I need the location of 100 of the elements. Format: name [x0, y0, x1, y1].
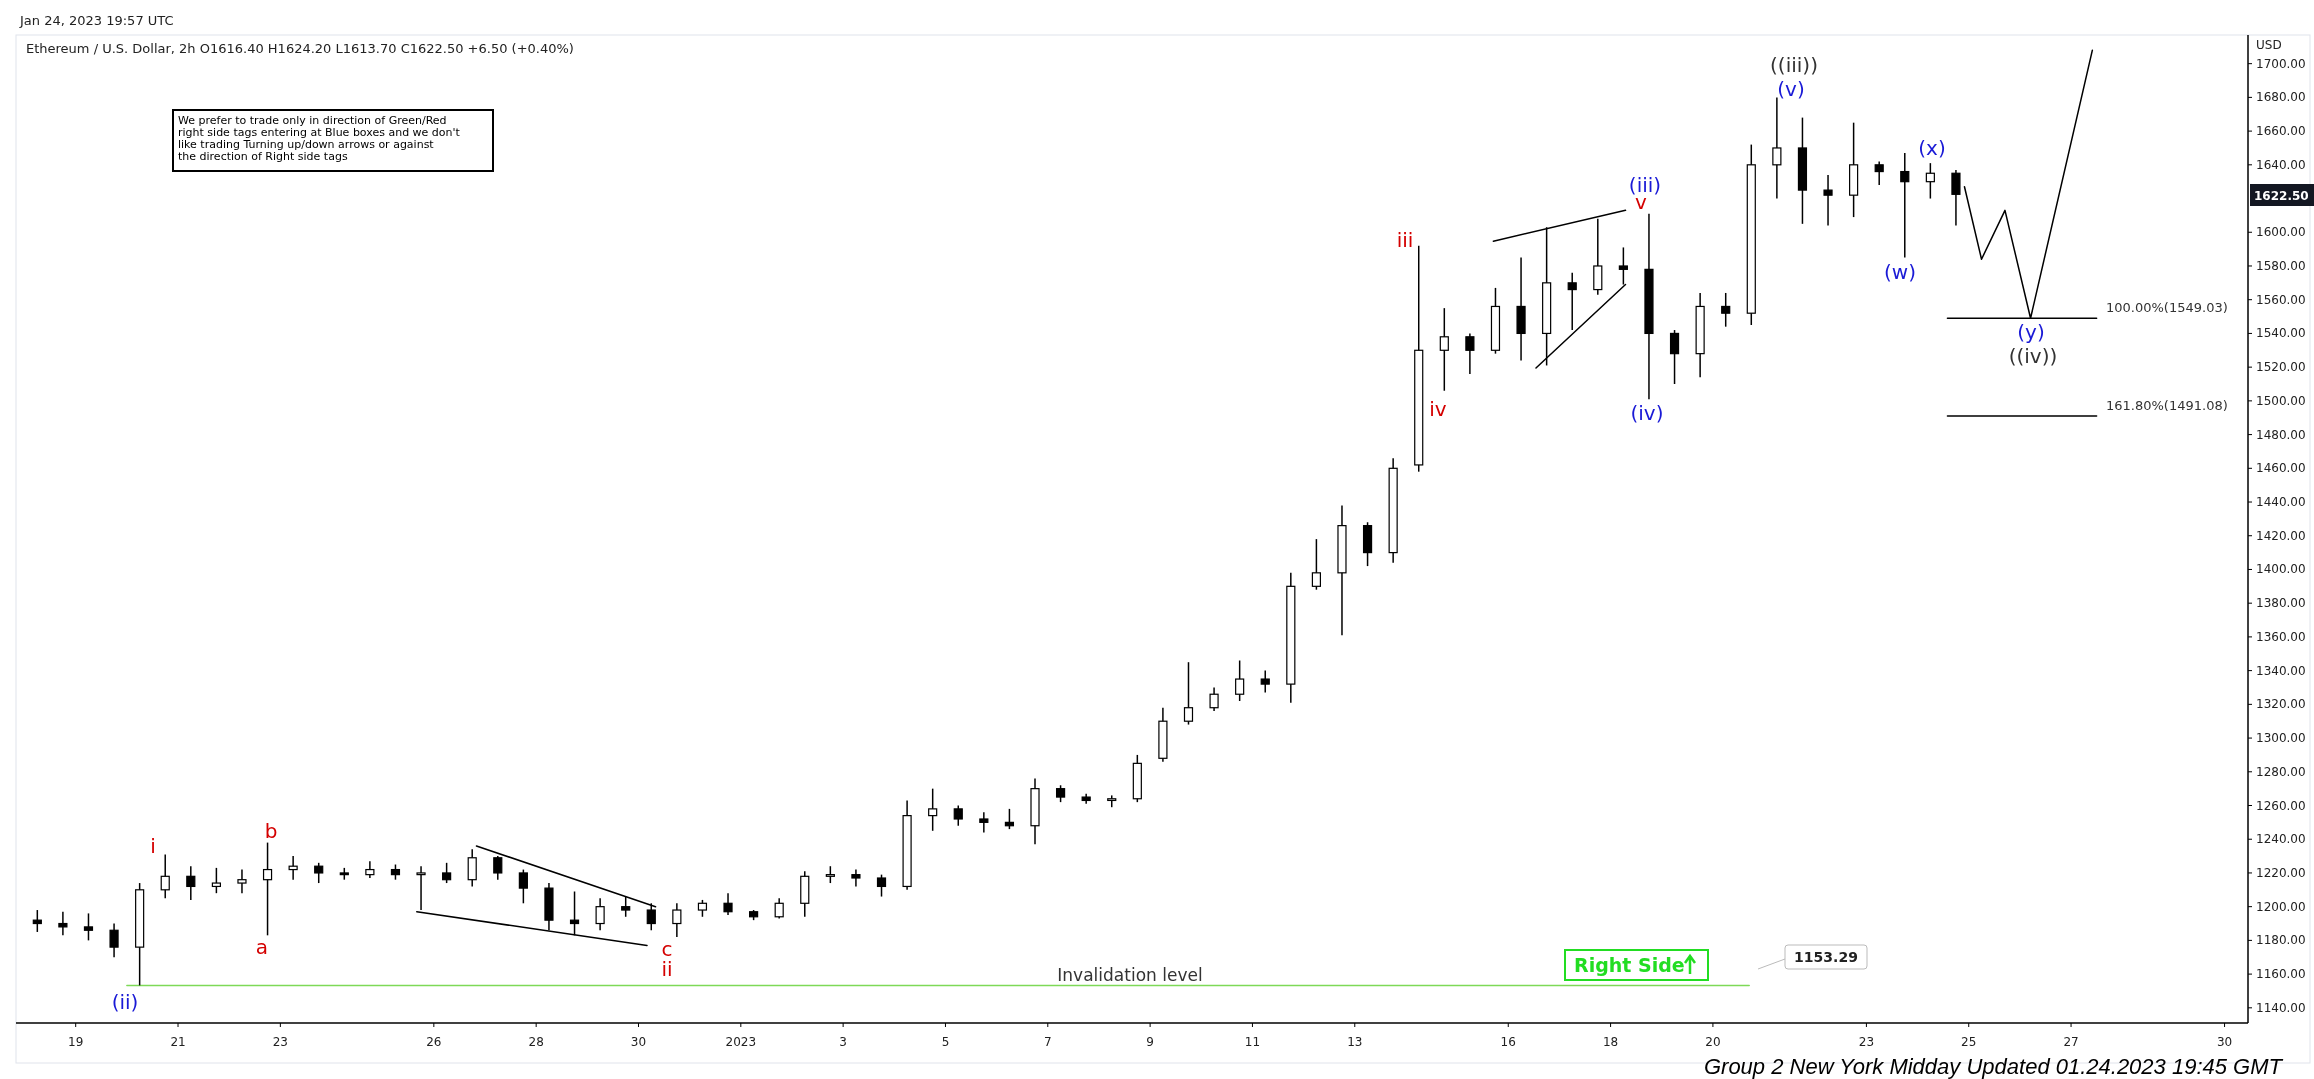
x-tick-label: 16: [1500, 1035, 1516, 1049]
candlestick: [1260, 669, 1270, 694]
annotation: Invalidation level: [1057, 965, 1203, 985]
y-tick-label: 1440.00: [2256, 495, 2306, 510]
candlestick: [1183, 661, 1194, 726]
x-tick-label: 5: [941, 1035, 950, 1049]
annotation: i: [150, 834, 156, 858]
y-tick-label: 1420.00: [2256, 528, 2306, 543]
y-tick-label: 1320.00: [2256, 697, 2306, 712]
annotation: ((iii)): [1770, 53, 1818, 77]
y-tick-label: 1480.00: [2256, 427, 2306, 442]
annotation: (iii): [1628, 173, 1662, 197]
candlestick: [723, 892, 733, 916]
candlestick: [774, 897, 784, 920]
candlestick: [467, 848, 477, 888]
x-tick-label: 18: [1602, 1035, 1619, 1049]
candlestick: [83, 912, 94, 942]
candlestick: [1669, 329, 1680, 385]
candlestick: [1311, 538, 1321, 591]
y-tick-label: 1300.00: [2256, 731, 2306, 746]
candlestick: [928, 787, 938, 832]
y-tick-label: 1520.00: [2256, 360, 2306, 375]
x-tick-label: 3: [839, 1035, 847, 1049]
y-tick-label: 1280.00: [2256, 764, 2306, 779]
candlestick: [1209, 686, 1219, 712]
y-tick-label: 1340.00: [2256, 663, 2306, 678]
y-tick-label: 1260.00: [2256, 798, 2306, 813]
annotation: (v): [1777, 77, 1805, 101]
y-tick-label: 1160.00: [2256, 967, 2306, 982]
candlestick: [109, 922, 119, 958]
y-tick-label: 1140.00: [2256, 1000, 2306, 1015]
candlestick: [1439, 307, 1449, 392]
x-tick-label: 20: [1705, 1035, 1721, 1049]
y-tick-label: 1400.00: [2256, 562, 2306, 577]
annotation: 161.80%(1491.08): [2106, 398, 2228, 413]
candlestick: [1721, 292, 1731, 328]
y-tick-label: 1680.00: [2256, 90, 2306, 105]
candlestick: [237, 868, 247, 894]
candlestick: [288, 855, 298, 881]
annotation: a: [255, 935, 269, 959]
x-tick-label: 30: [630, 1035, 647, 1049]
candlestick: [314, 862, 324, 884]
y-tick-label: 1240.00: [2256, 832, 2306, 847]
annotation: (x): [1918, 136, 1946, 160]
y-tick-label: 1580.00: [2256, 258, 2306, 273]
y-tick-label: 1600.00: [2256, 225, 2306, 240]
candlestick: [211, 867, 221, 894]
x-tick-label: 7: [1043, 1035, 1052, 1049]
text: Group 2 New York Midday Updated 01.24.2023 19:45 GMT: [1703, 1054, 2284, 1079]
candlestick: [518, 868, 528, 905]
x-tick-label: 11: [1244, 1035, 1261, 1049]
candlestick: [262, 841, 273, 937]
candlestick: [1567, 271, 1577, 331]
annotation: 1153.29: [1794, 949, 1858, 965]
candlestick: [876, 873, 887, 898]
annotation: iv: [1429, 397, 1447, 421]
x-tick-label: 23: [1858, 1035, 1875, 1049]
x-tick-label: 21: [170, 1035, 186, 1049]
y-tick-label: 1220.00: [2256, 865, 2306, 880]
candlestick: [1465, 332, 1475, 375]
candlestick: [1925, 162, 1935, 200]
candlestick: [186, 865, 196, 901]
y-tick-label: 1640.00: [2256, 157, 2306, 172]
y-tick-label: 1540.00: [2256, 326, 2306, 341]
x-tick-label: 26: [426, 1035, 442, 1049]
x-tick-label: 25: [1961, 1035, 1977, 1049]
annotation: (iv): [1630, 401, 1664, 425]
annotation: 100.00%(1549.03): [2106, 300, 2228, 315]
candlestick: [160, 853, 170, 899]
annotation: iii: [1396, 228, 1414, 252]
x-tick-label: 28: [528, 1035, 544, 1049]
x-tick-label: 27: [2063, 1035, 2079, 1049]
text: Ethereum / U.S. Dollar, 2h O1616.40 H1624.20 L1613.70 C1622.50 +6.50 (+0.40%): [26, 41, 574, 56]
y-tick-label: 1700.00: [2256, 56, 2306, 71]
y-tick-label: 1460.00: [2256, 461, 2306, 476]
y-tick-label: 1380.00: [2256, 596, 2306, 611]
annotation: b: [264, 819, 278, 843]
x-tick-label: 19: [68, 1035, 84, 1049]
y-tick-label: 1660.00: [2256, 124, 2306, 139]
y-tick-label: 1200.00: [2256, 899, 2306, 914]
x-tick-label: 23: [272, 1035, 288, 1049]
annotation: (y): [2017, 320, 2045, 344]
y-tick-label: 1560.00: [2256, 292, 2306, 307]
candlestick: [58, 910, 68, 937]
annotation: We prefer to trade only in direction of Green/Red right side tags entering at Blue boxes and we don't like trading Turning up/down arrows or against the direction of Right side tags: [178, 114, 461, 163]
candlestick: [1951, 169, 1961, 227]
candlestick: [953, 804, 963, 827]
chart-subtitle: Jan 24, 2023 19:57 UTC: [19, 13, 174, 28]
x-tick-label: 13: [1347, 1035, 1363, 1049]
y-axis-title: USD: [2256, 38, 2282, 52]
candlestick: [672, 902, 682, 938]
text: 1622.50: [2254, 189, 2309, 203]
annotation: Right Side: [1574, 954, 1685, 976]
x-tick-label: 30: [2216, 1035, 2233, 1049]
candlestick: [1900, 152, 1910, 259]
x-tick-label: 2023: [725, 1035, 757, 1049]
annotation: (ii): [111, 990, 139, 1014]
candlestick: [442, 862, 452, 884]
annotation: (w): [1884, 260, 1916, 284]
annotation: ((iv)): [2008, 344, 2058, 368]
